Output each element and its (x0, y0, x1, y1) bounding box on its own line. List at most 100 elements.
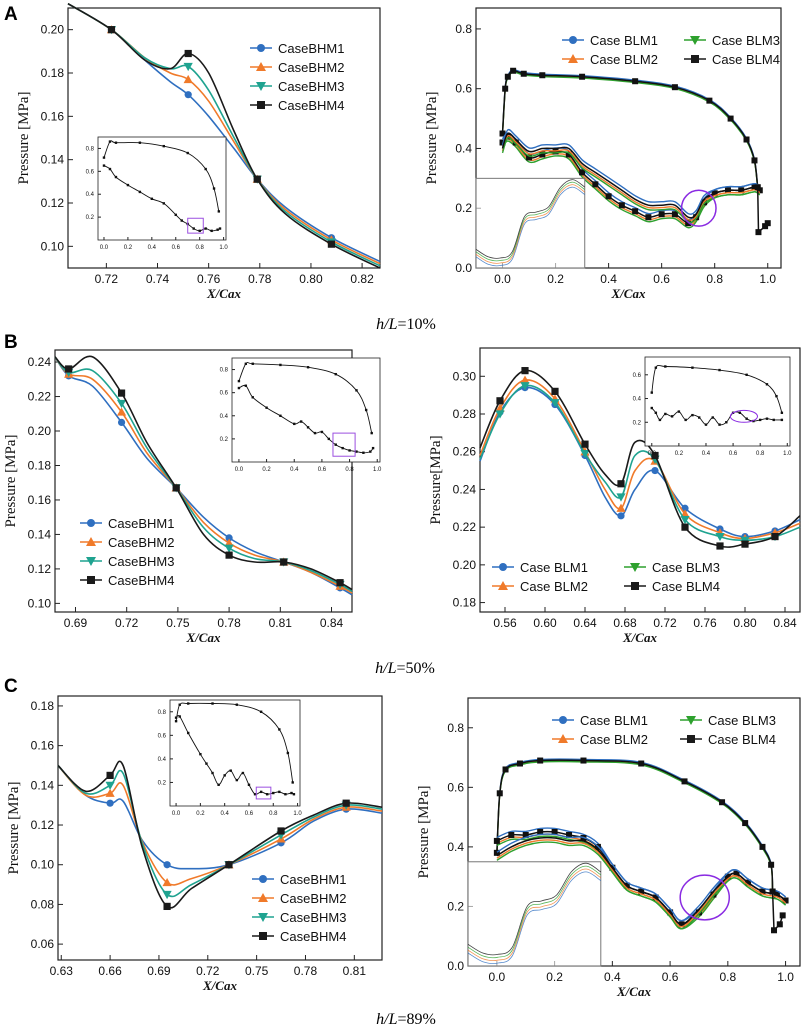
a-left-xtick-label-1: 0.74 (146, 272, 170, 286)
a-left-inset-upper-dot-0 (102, 156, 106, 159)
b-right-inset-lower-dot-1 (654, 411, 658, 414)
c-right-ytick-label-1: 0.2 (447, 899, 464, 913)
a-left-ytick-label-0: 0.10 (41, 239, 65, 253)
c-left-xtick-label-3: 0.72 (196, 964, 220, 978)
b-right-inset-lower-dot-12 (725, 421, 728, 424)
a-left-legend-label-3: CaseBHM4 (278, 98, 344, 113)
b-left-series-1-marker-1 (116, 407, 127, 416)
b-right-inset-lower-dot-10 (711, 416, 714, 419)
c-left-inset-lower-dot-11 (247, 783, 251, 786)
a-left-series-1-marker-1 (183, 74, 193, 84)
b-right-legend-marker-3 (631, 582, 639, 590)
c-right-curve-upper-marker-11 (768, 861, 775, 868)
chart-c-right: 0.0 0.2 0.4 0.6 0.8 1.0 0.0 0.2 0.4 0.6 0.8 X/Cax Pr… (416, 697, 801, 999)
c-right-legend-label-3: Case BLM4 (708, 732, 776, 747)
a-left-inset-xtick-label-1: 0.2 (124, 245, 133, 251)
c-left-inset-lower-dot-3 (199, 752, 202, 756)
a-right-zoom-inset-curve-3 (475, 179, 585, 259)
b-left-series-3-marker-5 (336, 579, 344, 587)
b-right-series-3-marker-4 (617, 480, 625, 488)
a-right-curve-upper-marker-3 (510, 67, 517, 74)
a-right-zoom-inset-frame (475, 177, 586, 269)
b-right-inset-upper-dot-1 (654, 366, 658, 369)
b-left-series-3-marker-2 (172, 484, 180, 492)
c-right-curve-upper-marker-9 (742, 820, 749, 827)
c-left-series-3-marker-1 (163, 902, 171, 911)
a-right-curve-upper-marker-7 (632, 78, 639, 85)
b-right-inset-lower-dot-20 (780, 418, 784, 422)
a-right-legend-marker-2 (690, 36, 700, 45)
b-left-inset-ytick-label-3: 0.8 (220, 368, 229, 374)
c-left-inset-lower-dot-5 (211, 771, 214, 775)
caption-a-value: =10% (397, 316, 435, 333)
c-left-xlabel: X/Cax (202, 978, 237, 993)
a-right-curve-upper-marker-1 (502, 85, 509, 92)
c-right-zoom-inset-frame (467, 861, 602, 967)
c-left-series-3-marker-0 (106, 771, 114, 779)
b-left-legend-marker-0 (87, 519, 95, 527)
chart-a-left: 0.72 0.74 0.76 0.78 0.80 0.82 0.10 0.12 0.14 0.16… (16, 3, 381, 301)
b-right-xtick-label-7: 0.84 (773, 616, 797, 630)
b-left-series-1-marker-3 (224, 538, 234, 547)
a-left-series-3-marker-3 (327, 240, 336, 248)
b-right-xtick-label-5: 0.76 (693, 616, 717, 630)
b-right-legend-marker-1 (498, 581, 508, 590)
c-right-trailing-edge-marker-0 (769, 888, 776, 895)
c-left-legend-marker-1 (258, 893, 268, 902)
c-left-series-0-marker-1 (163, 861, 171, 869)
b-left-inset-upper-dot-3 (279, 363, 282, 367)
b-right-series-3-marker-1 (521, 367, 529, 375)
a-right-curve-lower-marker-3 (526, 154, 533, 161)
a-left-inset-highlight-box (187, 217, 204, 234)
b-left-inset-lower-dot-13 (348, 449, 351, 452)
caption-c: h/L=89% (376, 1011, 436, 1028)
c-right-legend-label-1: Case BLM2 (580, 732, 648, 747)
a-left-inset-ytick-label-1: 0.4 (86, 192, 95, 198)
c-left-legend-marker-3 (259, 932, 267, 940)
a-right-curve-lower-marker-10 (618, 202, 625, 209)
b-left-series-line-1 (54, 356, 353, 594)
b-right-inset-lower-dot-19 (772, 418, 775, 422)
c-left-xtick-label-5: 0.78 (294, 964, 318, 978)
c-right-legend-label-2: Case BLM3 (708, 713, 776, 728)
b-right-series-3-marker-0 (496, 397, 504, 405)
a-right-ytick-label-1: 0.2 (455, 201, 472, 215)
b-left-inset-xtick-label-1: 0.2 (262, 467, 271, 473)
a-left-xtick-label-5: 0.82 (350, 272, 374, 286)
b-right-legend-marker-0 (499, 563, 507, 571)
a-right-curve-upper-marker-8 (671, 84, 678, 91)
b-right-inset-upper-dot-4 (718, 368, 721, 372)
b-right-inset-lower-dot-8 (698, 416, 701, 419)
c-left-inset-lower-dot-1 (178, 715, 181, 718)
b-left-inset-lower-dot-6 (299, 420, 303, 423)
b-right-series-3-marker-7 (716, 542, 724, 550)
caption-a-var: h/L (376, 316, 397, 333)
b-left-series-3-marker-3 (225, 551, 233, 559)
a-right-xtick-label-1: 0.2 (547, 272, 564, 286)
c-left-inset-ytick-label-2: 0.6 (158, 733, 167, 739)
b-right-series-0-marker-5 (651, 466, 659, 475)
c-left-inset-lower-dot-6 (217, 783, 220, 786)
b-right-inset-ytick-label-2: 0.6 (633, 373, 642, 379)
a-right-curve-lower-marker-14 (671, 211, 678, 218)
caption-c-value: =89% (397, 1011, 435, 1028)
b-left-series-0-marker-1 (117, 418, 126, 426)
a-left-ytick-label-4: 0.18 (41, 66, 65, 80)
b-right-inset-upper-dot-8 (780, 411, 784, 414)
b-right-legend-label-0: Case BLM1 (520, 560, 588, 575)
a-left-inset-upper-dot-2 (114, 141, 118, 144)
c-left-legend-label-0: CaseBHM1 (280, 872, 346, 887)
c-right-ytick-label-2: 0.4 (447, 840, 464, 854)
c-right-curve-upper-marker-10 (759, 843, 766, 850)
c-right-legend-marker-0 (559, 716, 567, 724)
a-left-legend-label-0: CaseBHM1 (278, 41, 344, 56)
c-left-inset-lower-dot-16 (278, 790, 281, 794)
b-right-xtick-label-2: 0.64 (573, 616, 597, 630)
b-left-ytick-label-4: 0.18 (28, 458, 52, 472)
b-right-inset-xtick-label-0: 0.0 (648, 451, 657, 457)
caption-b: h/L=50% (375, 660, 435, 677)
a-right-zoom-inset-curve-2 (475, 181, 585, 262)
a-right-curve-lower-marker-6 (565, 151, 572, 158)
b-left-inset-lower-dot-4 (279, 414, 282, 417)
b-right-series-3-marker-6 (681, 523, 689, 531)
